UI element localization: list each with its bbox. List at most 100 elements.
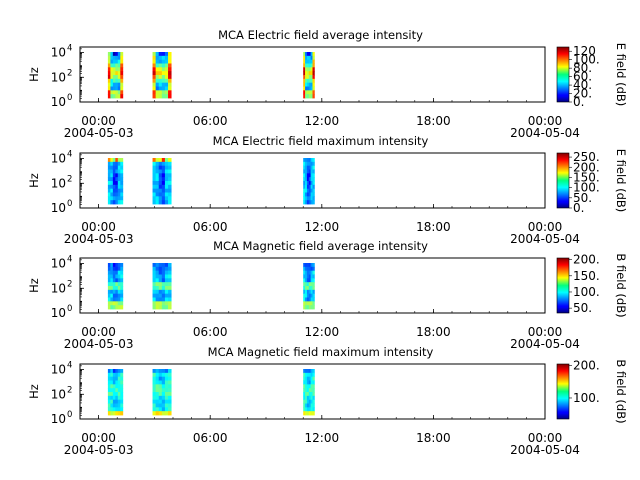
spectrogram-cell	[158, 52, 163, 57]
colorbar-tick-label: 120	[573, 44, 596, 58]
spectrogram-cell	[161, 270, 166, 275]
spectrogram-cell	[112, 67, 116, 72]
spectrogram-cell	[152, 376, 157, 381]
spectrogram-cell	[303, 369, 306, 374]
y-tick-label: 10	[51, 46, 66, 60]
spectrogram-cell	[107, 59, 111, 64]
spectrogram-cell	[305, 181, 308, 186]
spectrogram-cell	[110, 94, 114, 99]
spectrogram-cell	[117, 263, 121, 268]
spectrogram-cell	[158, 173, 163, 178]
y-tick-exponent: 4	[67, 150, 72, 160]
spectrogram-cell	[303, 372, 306, 378]
spectrogram-cell	[310, 94, 313, 99]
spectrogram-cell	[107, 52, 111, 57]
spectrogram-cell	[310, 263, 313, 268]
spectrogram-cell	[152, 169, 157, 174]
spectrogram-cell	[110, 392, 114, 397]
spectrogram-block	[303, 158, 315, 205]
spectrogram-cell	[164, 369, 169, 374]
spectrogram-cell	[115, 90, 119, 95]
spectrogram-cell	[164, 200, 169, 205]
spectrogram-cell	[155, 78, 160, 84]
spectrogram-cell	[120, 395, 124, 401]
spectrogram-cell	[305, 263, 308, 268]
spectrogram-cell	[112, 165, 116, 170]
spectrogram-cell	[308, 59, 312, 64]
spectrogram-cell	[164, 196, 169, 201]
spectrogram-cell	[117, 86, 121, 91]
spectrogram-cell	[110, 177, 114, 182]
spectrogram-cell	[158, 399, 163, 404]
spectrogram-cell	[110, 384, 114, 389]
spectrogram-cell	[306, 266, 310, 272]
spectrogram-cell	[115, 282, 119, 287]
spectrogram-cell	[107, 67, 111, 72]
spectrogram-cell	[120, 71, 124, 76]
spectrogram-cell	[152, 266, 157, 272]
spectrogram-cell	[168, 94, 172, 99]
spectrogram-cell	[112, 90, 116, 95]
colorbar: 0.20.40.60.80.100.120 E field (dB)	[556, 43, 628, 109]
spectrogram-cell	[312, 289, 315, 295]
spectrogram-cell	[117, 293, 121, 298]
spectrogram-cell	[168, 411, 172, 416]
spectrogram-cell	[164, 52, 169, 57]
spectrogram-cell	[112, 392, 116, 397]
colorbar-tick-label: 100.	[573, 391, 600, 405]
spectrogram-cell	[161, 388, 166, 393]
spectrogram-cell	[308, 286, 312, 291]
spectrogram-cell	[110, 90, 114, 95]
spectrogram-cell	[107, 82, 111, 87]
spectrogram-cell	[312, 90, 315, 95]
spectrogram-cell	[168, 181, 172, 186]
spectrogram-cell	[303, 161, 306, 167]
spectrogram-cell	[168, 297, 172, 302]
spectrogram-cell	[110, 55, 114, 61]
spectrogram-cell	[112, 78, 116, 84]
spectrogram-cell	[305, 380, 308, 385]
spectrogram-cell	[161, 94, 166, 99]
spectrogram-cell	[161, 282, 166, 287]
spectrogram-cell	[110, 380, 114, 385]
spectrogram-cell	[117, 67, 121, 72]
spectrogram-cell	[115, 293, 119, 298]
spectrogram-cell	[308, 200, 312, 205]
spectrogram-cell	[161, 392, 166, 397]
spectrogram-cell	[117, 266, 121, 272]
spectrogram-cell	[308, 274, 312, 279]
spectrogram-cell	[164, 289, 169, 295]
spectrogram-cell	[117, 384, 121, 389]
spectrogram-cell	[115, 75, 119, 80]
spectrogram-cell	[107, 380, 111, 385]
spectrogram-cell	[306, 392, 310, 397]
spectrogram-cell	[152, 200, 157, 205]
spectrogram-cell	[161, 263, 166, 268]
spectrogram-cell	[306, 192, 310, 197]
spectrogram-cell	[164, 169, 169, 174]
spectrogram-cell	[310, 270, 313, 275]
spectrogram-cell	[120, 372, 124, 378]
spectrogram-cell	[161, 407, 166, 412]
spectrogram-cell	[308, 289, 312, 295]
spectrogram-cell	[107, 188, 111, 193]
spectrogram-cell	[306, 395, 310, 401]
spectrogram-cell	[158, 274, 163, 279]
spectrogram-cell	[152, 158, 157, 163]
spectrogram-cell	[310, 392, 313, 397]
spectrogram-cell	[305, 55, 308, 61]
spectrogram-cell	[158, 55, 163, 61]
spectrogram-cell	[120, 177, 124, 182]
spectrogram-cell	[161, 181, 166, 186]
spectrogram-cell	[110, 200, 114, 205]
spectrogram-cell	[308, 305, 312, 310]
spectrogram-cell	[310, 177, 313, 182]
x-tick-label: 06:00	[193, 220, 228, 234]
spectrogram-cell	[306, 177, 310, 182]
spectrogram-cell	[110, 63, 114, 68]
spectrogram-cell	[155, 165, 160, 170]
spectrogram-cell	[115, 403, 119, 408]
spectrogram-cell	[164, 71, 169, 76]
spectrogram-cell	[117, 282, 121, 287]
